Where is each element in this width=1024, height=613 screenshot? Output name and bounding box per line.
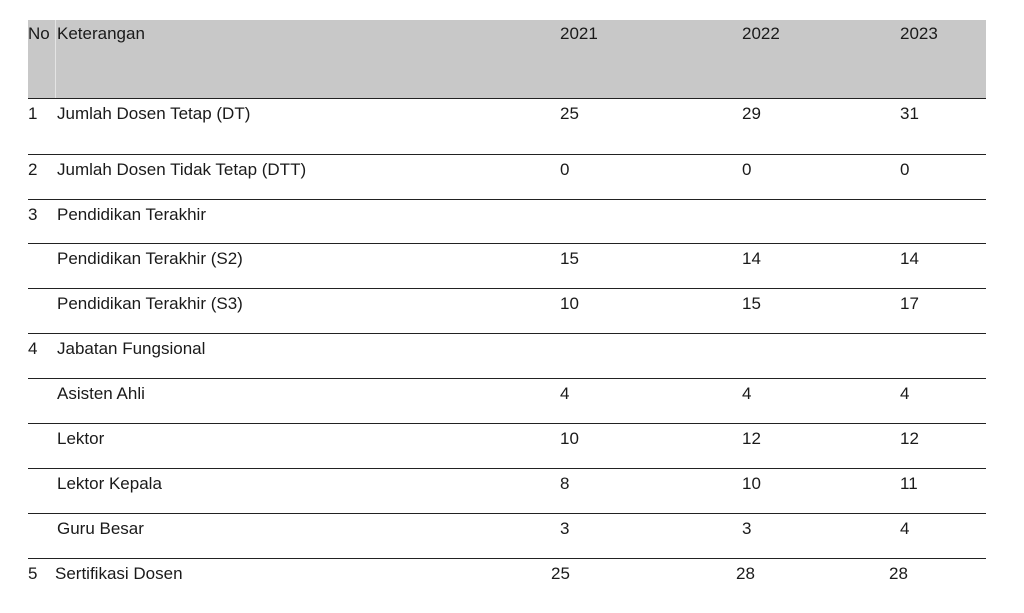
row-value-2023: 12 [900,429,919,448]
row-value-2021: 25 [551,564,570,583]
row-value-2023: 28 [889,564,908,583]
row-value-2022: 10 [742,474,761,493]
row-value-2022: 28 [736,564,755,583]
row-value-2023: 11 [900,474,918,493]
lecturer-statistics-table: No Keterangan 2021 2022 2023 1 Jumlah Do… [28,20,986,603]
table-header: No Keterangan 2021 2022 2023 [28,20,986,99]
table-row: 2 Jumlah Dosen Tidak Tetap (DTT) 0 0 0 [28,155,986,200]
row-value-2021: 15 [560,249,579,268]
row-label: Pendidikan Terakhir (S2) [57,249,243,268]
row-number: 4 [28,339,38,358]
header-year-2022: 2022 [742,24,780,43]
row-label: Sertifikasi Dosen [55,564,183,583]
table-row: 3 Pendidikan Terakhir [28,200,986,244]
row-value-2022: 12 [742,429,761,448]
row-label: Jabatan Fungsional [57,339,206,358]
row-value-2021: 0 [560,160,570,179]
table-row: Pendidikan Terakhir (S2) 15 14 14 [28,244,986,289]
row-value-2022: 15 [742,294,761,313]
row-value-2022: 3 [742,519,752,538]
row-value-2021: 4 [560,384,570,403]
row-value-2022: 4 [742,384,752,403]
header-keterangan: Keterangan [57,24,145,43]
row-value-2021: 10 [560,429,579,448]
row-value-2021: 8 [560,474,570,493]
table-row: Guru Besar 3 3 4 [28,514,986,559]
row-value-2023: 14 [900,249,919,268]
table-row: Asisten Ahli 4 4 4 [28,379,986,424]
row-number: 5 [28,564,38,583]
row-number: 3 [28,205,38,224]
row-value-2023: 4 [900,519,910,538]
row-label: Jumlah Dosen Tidak Tetap (DTT) [57,160,307,179]
row-value-2023: 4 [900,384,910,403]
row-label: Lektor [57,429,105,448]
row-value-2022: 29 [742,104,761,123]
row-value-2023: 0 [900,160,910,179]
row-label: Asisten Ahli [57,384,145,403]
header-column-divider [55,20,56,98]
header-year-2021: 2021 [560,24,598,43]
row-label: Guru Besar [57,519,144,538]
table-row: Lektor Kepala 8 10 11 [28,469,986,514]
row-label: Pendidikan Terakhir [57,205,206,224]
table-row: Lektor 10 12 12 [28,424,986,469]
table-row: 5 Sertifikasi Dosen 25 28 28 [28,559,986,603]
row-value-2023: 17 [900,294,919,313]
row-value-2023: 31 [900,104,919,123]
row-value-2021: 10 [560,294,579,313]
table-row: 1 Jumlah Dosen Tetap (DT) 25 29 31 [28,99,986,155]
row-label: Jumlah Dosen Tetap (DT) [57,104,251,123]
row-value-2022: 14 [742,249,761,268]
row-number: 1 [28,104,38,123]
row-value-2021: 3 [560,519,570,538]
row-value-2022: 0 [742,160,752,179]
row-label: Pendidikan Terakhir (S3) [57,294,243,313]
header-year-2023: 2023 [900,24,938,43]
row-value-2021: 25 [560,104,579,123]
table-row: Pendidikan Terakhir (S3) 10 15 17 [28,289,986,334]
table-row: 4 Jabatan Fungsional [28,334,986,379]
row-label: Lektor Kepala [57,474,162,493]
row-number: 2 [28,160,38,179]
header-no: No [28,24,50,43]
